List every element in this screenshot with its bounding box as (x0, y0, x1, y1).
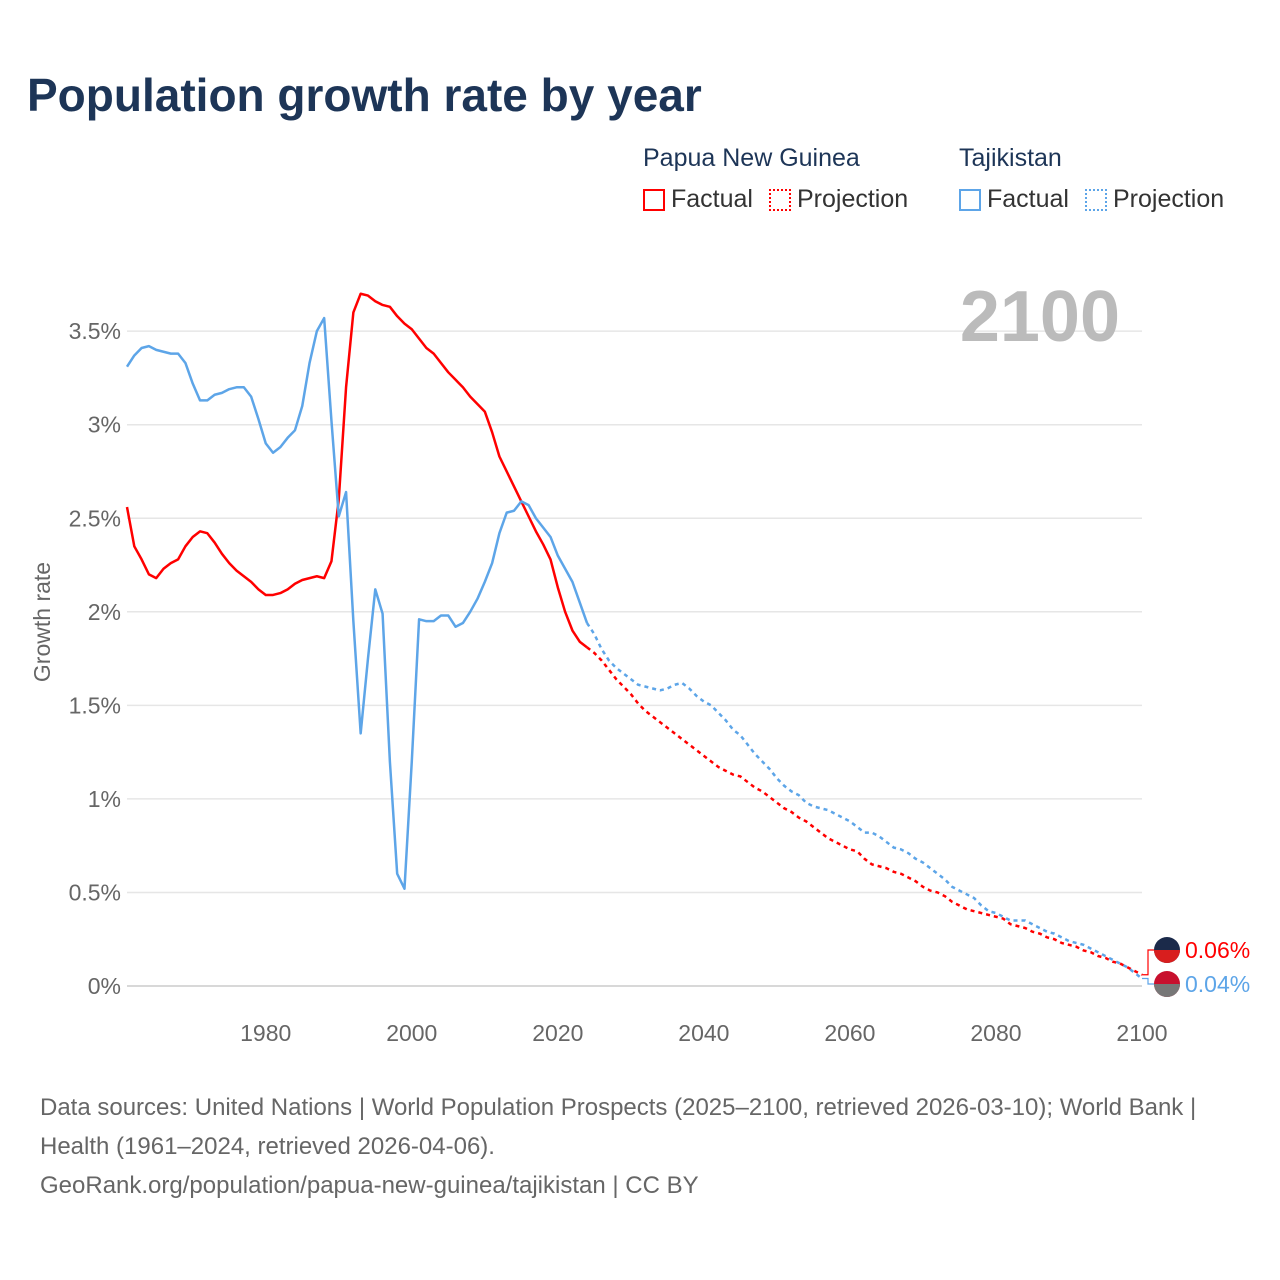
y-tick-label: 2.5% (69, 505, 121, 531)
legend-png-projection[interactable]: Projection (768, 185, 909, 214)
x-tick-label: 2100 (1116, 1020, 1167, 1046)
legend-tjk-projection[interactable]: Projection (1084, 185, 1225, 214)
legend-png-factual[interactable]: Factual (643, 185, 753, 214)
line-chart: 0% 0.5% 1% 1.5% 2% 2.5% 3% 3.5% 1980 2000 2020 2040… (29, 277, 1250, 1046)
series-line-projection (585, 622, 1143, 980)
legend-label: Projection (796, 185, 909, 213)
y-axis-label: Growth rate (29, 562, 55, 682)
legend-tjk-factual[interactable]: Factual (959, 185, 1069, 214)
y-tick-label: 1% (88, 786, 121, 812)
legend-png: Papua New Guinea Factual Projection (643, 144, 908, 214)
solid-swatch-icon (643, 188, 665, 211)
series-line-factual (125, 316, 589, 890)
x-tick-label: 2020 (532, 1020, 583, 1046)
legend-tajikistan: Tajikistan Factual Projection (959, 144, 1224, 214)
series-line-projection (586, 646, 1143, 976)
year-watermark: 2100 (960, 277, 1120, 357)
dotted-swatch-icon (1084, 188, 1107, 211)
y-tick-label: 3.5% (69, 318, 121, 344)
solid-swatch-icon (959, 188, 981, 211)
y-tick-label: 1.5% (69, 692, 121, 718)
flag-half (1154, 950, 1180, 963)
legend-label: Factual (987, 185, 1069, 213)
legend-label: Projection (1112, 185, 1225, 213)
source-link[interactable]: GeoRank.org/population/papua-new-guinea/… (40, 1172, 699, 1199)
y-tick-label: 3% (88, 412, 121, 438)
data-sources: Data sources: United Nations | World Pop… (40, 1094, 1197, 1160)
x-tick-label: 2000 (386, 1020, 437, 1046)
chart-title: Population growth rate by year (27, 69, 702, 121)
legend-group-title: Tajikistan (959, 144, 1062, 172)
dotted-swatch-icon (768, 188, 791, 211)
flag-half (1154, 984, 1180, 997)
flag-icon (1154, 937, 1180, 963)
x-tick-label: 1980 (240, 1020, 291, 1046)
label-connector (1142, 949, 1154, 976)
y-tick-label: 0.5% (69, 879, 121, 905)
end-value-label: 0.06% (1185, 937, 1250, 963)
legend-label: Factual (671, 185, 753, 213)
footer: Data sources: United Nations | World Pop… (40, 1088, 1240, 1205)
end-value-label: 0.04% (1185, 971, 1250, 997)
flag-icon (1154, 971, 1180, 997)
series-line-factual (125, 292, 588, 649)
legend-group-title: Papua New Guinea (643, 144, 860, 172)
x-tick-label: 2080 (970, 1020, 1021, 1046)
x-tick-label: 2040 (678, 1020, 729, 1046)
label-connector (1142, 977, 1154, 985)
x-tick-label: 2060 (824, 1020, 875, 1046)
y-tick-label: 2% (88, 599, 121, 625)
y-tick-label: 0% (88, 973, 121, 999)
